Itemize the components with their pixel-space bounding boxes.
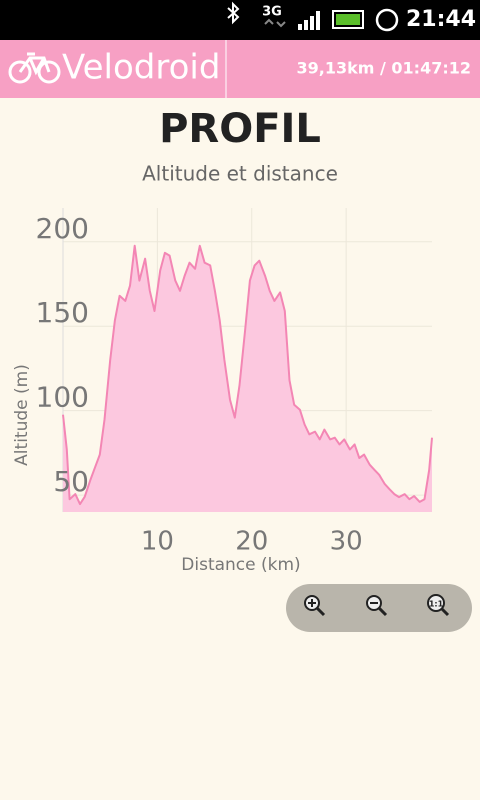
data-arrows <box>264 18 286 28</box>
zoom-in[interactable] <box>304 595 326 617</box>
status-bar <box>0 0 480 40</box>
area <box>63 245 432 513</box>
bike-icon <box>8 52 61 84</box>
y-axis-label: Altitude (m) <box>12 364 32 466</box>
clock: 21:44 <box>406 7 476 32</box>
signal-icon <box>298 11 320 30</box>
battery-icon <box>332 10 364 29</box>
y-tick-label: 100 <box>36 381 89 414</box>
y-tick-label: 200 <box>36 212 89 245</box>
app-title: Velodroid <box>62 48 220 88</box>
chart-subtitle: Altitude et distance <box>142 162 338 186</box>
app-bar <box>0 40 480 98</box>
zoom-reset-icon <box>427 594 445 612</box>
zoom-reset[interactable]: 1:1 <box>427 594 450 617</box>
chart-title: PROFIL <box>159 106 321 152</box>
y-tick-label: 150 <box>36 296 89 329</box>
alarm-icon <box>375 8 399 32</box>
trip-summary: 39,13km / 01:47:12 <box>297 59 472 78</box>
x-axis-label: Distance (km) <box>181 555 300 575</box>
x-tick-label: 10 <box>141 527 174 557</box>
zoom-reset-label: 1:1 <box>429 600 444 609</box>
x-tick-label: 30 <box>330 527 363 557</box>
zoom-reset-handle <box>440 607 450 617</box>
line <box>62 244 433 506</box>
bluetooth-icon <box>227 1 240 25</box>
x-tick-label: 20 <box>235 527 268 557</box>
network-type: 3G <box>262 5 282 20</box>
plot: 50 100 150 200 10 20 30 <box>36 208 433 557</box>
zoom-out[interactable] <box>366 595 388 617</box>
battery-level <box>336 14 360 25</box>
y-tick-label: 50 <box>53 465 89 498</box>
